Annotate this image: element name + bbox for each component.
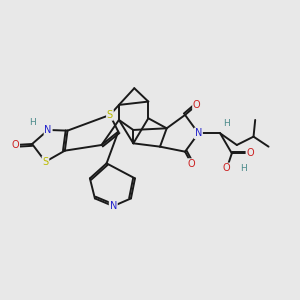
Text: H: H	[240, 164, 247, 173]
Text: O: O	[12, 140, 19, 150]
Text: H: H	[224, 119, 230, 128]
Text: O: O	[223, 164, 231, 173]
Text: S: S	[107, 110, 113, 120]
Text: O: O	[246, 148, 254, 158]
Text: N: N	[44, 125, 52, 135]
Text: N: N	[195, 128, 202, 138]
Text: O: O	[193, 100, 201, 110]
Text: N: N	[110, 201, 117, 211]
Text: H: H	[29, 118, 35, 127]
Text: O: O	[188, 159, 196, 169]
Text: S: S	[42, 157, 49, 167]
